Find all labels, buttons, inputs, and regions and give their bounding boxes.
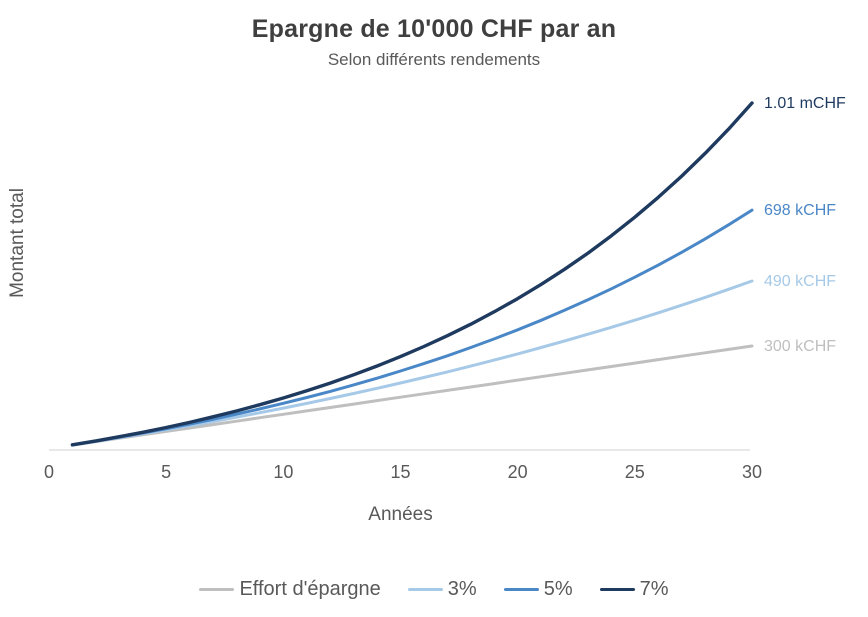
legend-swatch — [503, 588, 539, 591]
x-tick-label: 25 — [624, 462, 645, 482]
series-line-5% — [70, 208, 754, 447]
series-line-effort-d-pargne — [70, 344, 754, 447]
x-tick-label: 15 — [390, 462, 411, 482]
series-end-label: 1.01 mCHF — [764, 95, 846, 113]
legend-label: 3% — [447, 578, 477, 600]
legend-item-3%: 3% — [407, 578, 477, 601]
series-line-7% — [70, 101, 754, 447]
x-tick-label: 30 — [741, 462, 762, 482]
legend-swatch — [407, 588, 443, 591]
legend-label: 5% — [543, 578, 573, 600]
x-tick-label: 20 — [507, 462, 528, 482]
series-line-3% — [70, 279, 754, 447]
x-tick-label: 10 — [273, 462, 294, 482]
y-axis-title: Montant total — [7, 188, 28, 298]
legend-swatch — [599, 588, 635, 591]
x-tick-label: 0 — [43, 462, 54, 482]
legend-item-5%: 5% — [503, 578, 573, 601]
legend-label: Effort d'épargne — [239, 578, 381, 600]
chart-subtitle: Selon différents rendements — [327, 50, 541, 69]
chart-title: Epargne de 10'000 CHF par an — [251, 15, 617, 43]
x-axis-title: Années — [368, 504, 433, 525]
x-tick-label: 5 — [161, 462, 172, 482]
series-end-label: 300 kCHF — [764, 337, 837, 355]
series-end-label: 698 kCHF — [764, 202, 837, 220]
chart-legend: Effort d'épargne 3% 5% 7% — [0, 578, 868, 601]
legend-swatch — [199, 588, 235, 591]
legend-label: 7% — [639, 578, 669, 600]
legend-item-effort-d-pargne: Effort d'épargne — [199, 578, 381, 601]
legend-item-7%: 7% — [599, 578, 669, 601]
series-end-label: 490 kCHF — [764, 273, 837, 291]
